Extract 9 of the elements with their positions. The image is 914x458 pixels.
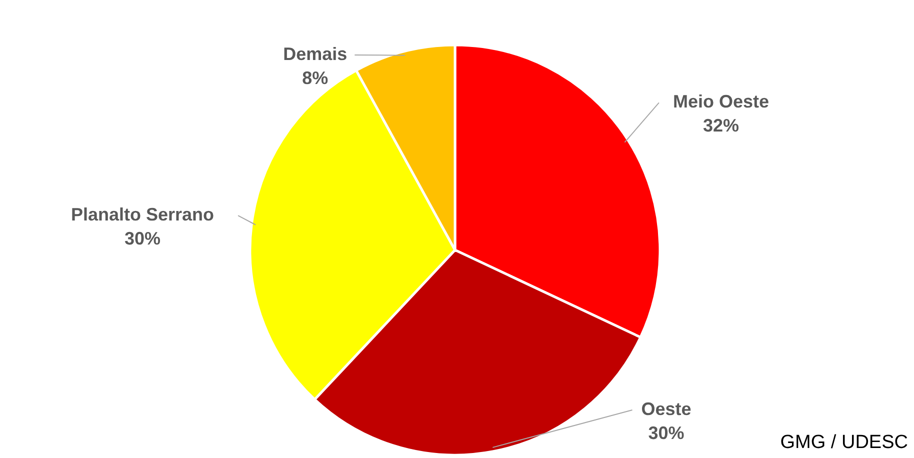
- data-label: 30%: [124, 228, 160, 249]
- slice-label: Demais: [283, 44, 348, 64]
- data-label: 8%: [302, 68, 328, 88]
- slice-label: Planalto Serrano: [70, 204, 214, 225]
- data-label: 32%: [702, 116, 739, 136]
- slice-label: Meio Oeste: [672, 92, 769, 112]
- text: GMG / UDESC: [780, 432, 908, 453]
- data-label: 30%: [648, 423, 684, 443]
- slice-label: Oeste: [641, 399, 692, 419]
